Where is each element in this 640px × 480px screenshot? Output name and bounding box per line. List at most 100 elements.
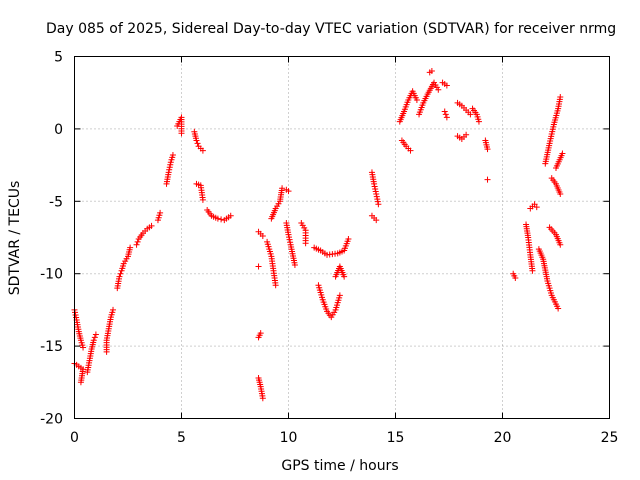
data-point — [72, 311, 79, 318]
data-point — [78, 377, 85, 384]
data-point — [332, 250, 339, 257]
data-point — [315, 246, 322, 253]
data-point — [197, 145, 204, 152]
data-point — [88, 348, 95, 355]
data-point — [372, 185, 379, 192]
data-point — [275, 200, 282, 207]
data-point — [456, 101, 463, 108]
data-point — [91, 334, 98, 341]
data-point — [285, 229, 292, 236]
data-point — [109, 309, 116, 316]
data-point — [301, 224, 308, 231]
data-point — [460, 104, 467, 111]
x-tick-labels: 0 5 10 15 20 25 — [70, 430, 618, 446]
data-point — [465, 109, 472, 116]
data-point — [554, 303, 561, 310]
data-point — [75, 326, 82, 333]
data-point — [156, 212, 163, 219]
x-tick-label: 20 — [494, 430, 512, 446]
data-point — [133, 241, 140, 248]
data-point — [323, 306, 330, 313]
y-tick-label: -20 — [40, 412, 63, 428]
data-point — [371, 214, 378, 221]
x-tick-label: 5 — [177, 430, 186, 446]
x-axis-label: GPS time / hours — [281, 458, 398, 474]
data-point — [544, 275, 551, 282]
y-axis-label: SDTVAR / TECUs — [7, 181, 23, 296]
data-point — [475, 116, 482, 123]
data-point — [556, 189, 563, 196]
y-tick-label: 5 — [54, 50, 63, 66]
data-point — [117, 270, 124, 277]
data-point — [419, 102, 426, 109]
data-point — [484, 176, 491, 183]
data-point — [441, 108, 448, 115]
data-point — [483, 144, 490, 150]
data-point — [123, 255, 130, 262]
data-point — [178, 127, 185, 134]
data-point — [77, 364, 84, 371]
data-point — [167, 161, 174, 168]
data-point — [375, 201, 382, 208]
data-point — [77, 335, 84, 342]
data-point — [142, 227, 149, 234]
data-point — [134, 238, 141, 245]
data-point — [556, 96, 563, 103]
data-point — [443, 114, 450, 121]
data-point — [166, 164, 173, 171]
data-point — [207, 210, 214, 217]
data-point — [120, 262, 127, 269]
x-tick-label: 0 — [70, 430, 79, 446]
data-point — [374, 198, 381, 205]
data-point — [551, 229, 558, 236]
data-point — [374, 196, 381, 203]
data-point — [165, 171, 172, 178]
data-point — [194, 140, 201, 147]
data-point — [370, 178, 377, 185]
data-point — [169, 154, 176, 161]
data-point — [539, 254, 546, 261]
data-point — [556, 239, 563, 246]
data-point — [460, 133, 467, 140]
data-point — [533, 204, 540, 211]
x-tick-label: 25 — [601, 430, 619, 446]
data-point — [546, 142, 553, 149]
data-point — [286, 236, 293, 243]
data-point — [107, 316, 114, 323]
data-point — [401, 141, 408, 148]
data-point — [256, 332, 263, 339]
data-point — [433, 84, 440, 91]
data-point — [285, 188, 292, 195]
data-point — [331, 309, 338, 316]
data-point — [400, 110, 407, 117]
data-point — [340, 271, 347, 278]
data-point — [336, 294, 343, 301]
data-point — [558, 152, 565, 159]
data-point — [278, 187, 285, 194]
data-point — [529, 265, 536, 272]
data-point — [90, 339, 97, 346]
data-point — [212, 214, 219, 221]
data-point — [259, 392, 266, 399]
data-point — [472, 109, 479, 116]
data-point — [257, 381, 264, 388]
y-tick-label: -10 — [40, 267, 63, 283]
y-tick-label: -15 — [40, 339, 63, 355]
data-point — [412, 94, 419, 101]
data-point — [192, 135, 199, 142]
data-point — [79, 342, 86, 349]
data-point — [166, 166, 173, 173]
data-point — [271, 207, 278, 214]
x-tick-label: 15 — [387, 430, 405, 446]
y-tick-label: -5 — [49, 194, 63, 210]
data-point — [195, 181, 202, 188]
chart-title: Day 085 of 2025, Sidereal Day-to-day VTE… — [46, 21, 616, 37]
data-point — [551, 178, 558, 185]
data-point — [270, 265, 277, 272]
data-point — [529, 203, 536, 210]
data-point — [138, 232, 145, 239]
data-point — [511, 272, 518, 279]
data-point — [373, 191, 380, 198]
data-point — [404, 99, 411, 106]
